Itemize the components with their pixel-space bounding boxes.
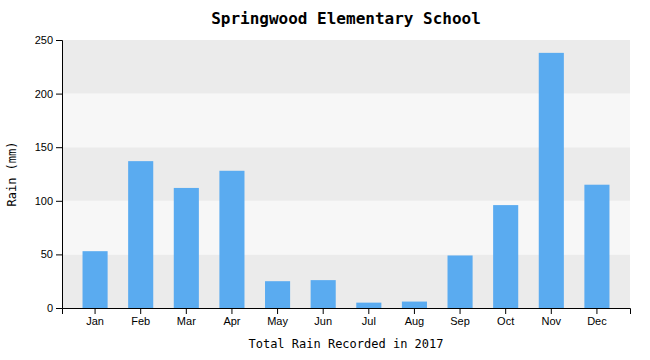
tick-mark [368,308,369,314]
tick-label: Jul [362,315,376,327]
tick-mark [505,308,506,314]
tick-mark [551,308,552,314]
tick-mark [56,201,62,202]
tick-label: 50 [41,248,53,260]
tick-label: 200 [35,88,53,100]
bar [402,302,427,308]
tick-mark [95,308,96,314]
bar [493,205,518,308]
tick-label: 100 [35,195,53,207]
tick-mark [56,94,62,95]
grid [62,40,630,308]
tick: Oct [497,308,514,327]
bar [128,161,153,308]
chart: 0 50 100 150 200 250 Jan Feb Mar Apr May Jun Jul Aug S… [0,0,650,360]
tick: Aug [405,308,425,327]
tick: 50 [41,248,62,260]
bar [219,171,244,308]
title: Springwood Elementary School [211,9,481,28]
tick: Apr [223,308,240,327]
tick: Dec [587,308,607,327]
tick-mark [596,308,597,314]
bar [83,251,108,308]
tick-label: Feb [131,315,150,327]
y-axis-title: Rain (mm) [5,141,19,206]
tick-label: Nov [542,315,562,327]
tick: Jun [314,308,332,327]
tick-label: Apr [223,315,240,327]
tick: Jan [86,308,104,327]
tick-label: 150 [35,141,53,153]
axis-line [63,309,631,315]
tick-label: Jan [86,315,104,327]
tick-mark [414,308,415,314]
tick: 100 [35,195,62,207]
tick: 150 [35,141,62,153]
tick-mark [231,308,232,314]
tick-label: 250 [35,34,53,46]
tick-mark [56,308,62,309]
bar [174,188,199,308]
x-axis-title: Total Rain Recorded in 2017 [248,337,443,351]
tick-label: Oct [497,315,514,327]
plot-area: 0 50 100 150 200 250 Jan Feb Mar Apr May Jun Jul Aug S… [35,34,631,327]
tick-label: Jun [314,315,332,327]
tick: May [267,308,288,327]
tick-label: Mar [177,315,196,327]
tick-mark [56,40,62,41]
tick-mark [56,254,62,255]
tick-label: Aug [405,315,425,327]
bars [83,53,610,308]
bar [539,53,564,308]
tick-mark [56,147,62,148]
tick-label: Dec [587,315,607,327]
tick-mark [277,308,278,314]
tick: Sep [450,308,470,327]
tick-mark [186,308,187,314]
bar [356,303,381,308]
axis-line [56,41,63,309]
tick-label: Sep [450,315,470,327]
tick-mark [460,308,461,314]
x-axis: Jan Feb Mar Apr May Jun Jul Aug Sep Oct Nov Dec [63,308,631,327]
tick: 200 [35,88,62,100]
y-axis: 0 50 100 150 200 250 [35,34,63,314]
bar [448,255,473,308]
tick-label: May [267,315,288,327]
tick-label: 0 [47,302,53,314]
tick: 250 [35,34,62,46]
tick: Feb [131,308,150,327]
tick: Jul [362,308,376,327]
tick: Nov [542,308,562,327]
bar [265,281,290,308]
tick: 0 [47,302,62,314]
bar [584,185,609,308]
bar [311,280,336,308]
tick: Mar [177,308,196,327]
tick-mark [323,308,324,314]
tick-mark [140,308,141,314]
